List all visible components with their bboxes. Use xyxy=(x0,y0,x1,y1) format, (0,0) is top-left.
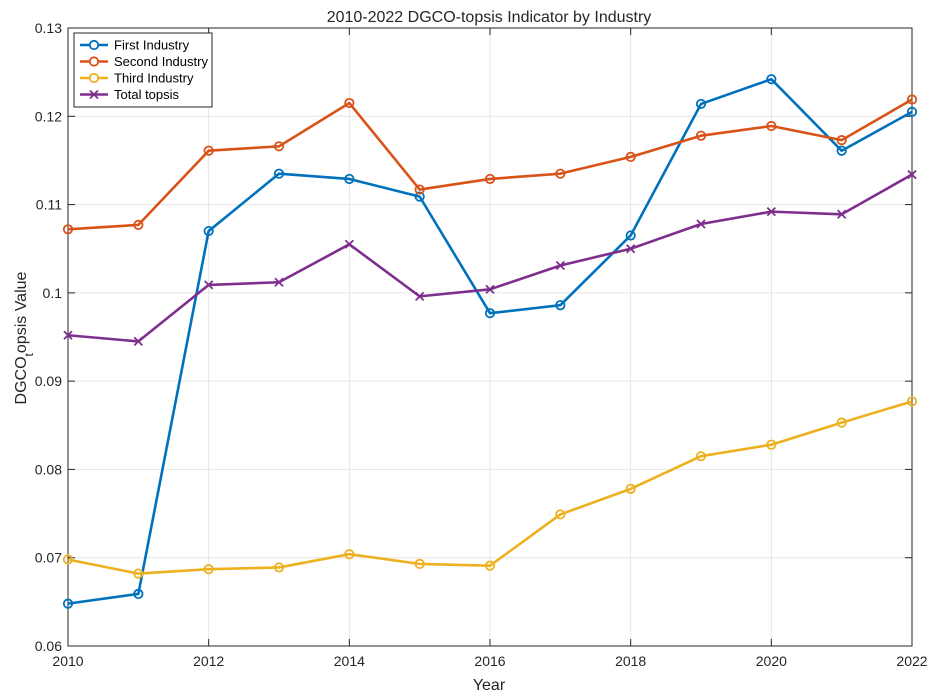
data-point xyxy=(204,280,214,290)
data-point xyxy=(344,239,354,249)
data-point xyxy=(555,260,565,271)
data-point xyxy=(695,98,707,110)
x-tick-label: 2018 xyxy=(615,653,646,669)
legend-item-first-industry: First Industry xyxy=(80,38,190,53)
data-point xyxy=(836,145,847,156)
x-axis-title: Year xyxy=(473,677,506,694)
data-point xyxy=(695,451,707,462)
axis-ticks: 2010 2012 2014 2016 2018 2020 2022 0.06 0.07 0.08… xyxy=(35,20,928,669)
series-line-second-industry xyxy=(67,98,913,231)
series-third-industry xyxy=(62,396,918,579)
data-point xyxy=(766,74,777,85)
data-point xyxy=(555,168,566,179)
y-axis-title-main: DGCO xyxy=(13,356,30,404)
data-point xyxy=(274,277,284,287)
data-point xyxy=(766,439,777,450)
data-point xyxy=(273,168,285,179)
data-point xyxy=(906,94,918,105)
x-tick-label: 2022 xyxy=(896,653,927,669)
data-point xyxy=(484,308,496,319)
data-point xyxy=(203,564,214,575)
data-point xyxy=(203,145,214,156)
data-point xyxy=(62,224,74,235)
data-point xyxy=(625,230,636,241)
data-point xyxy=(62,598,74,609)
data-point xyxy=(766,206,776,217)
y-tick-label: 0.09 xyxy=(35,373,62,389)
legend-marker xyxy=(88,39,100,51)
series-second-industry xyxy=(62,94,918,235)
data-point xyxy=(907,169,917,180)
legend-label: Third Industry xyxy=(114,71,194,86)
series-total-topsis xyxy=(63,169,917,347)
y-axis-title: DGCOtopsis Value xyxy=(13,271,36,404)
data-point xyxy=(414,558,425,569)
legend-marker xyxy=(88,72,100,84)
x-tick-label: 2012 xyxy=(193,653,224,669)
data-point xyxy=(133,336,143,347)
data-point xyxy=(63,330,73,340)
data-point xyxy=(133,568,144,579)
data-point xyxy=(344,173,355,185)
legend-item-total-topsis: Total topsis xyxy=(80,87,180,102)
data-point xyxy=(625,483,636,494)
data-point xyxy=(766,120,777,132)
data-point xyxy=(836,135,847,146)
data-point xyxy=(484,173,496,185)
legend-item-second-industry: Second Industry xyxy=(80,54,208,69)
x-tick-label: 2016 xyxy=(474,653,505,669)
data-point xyxy=(415,291,425,302)
data-point xyxy=(344,549,355,560)
chart-title: 2010-2022 DGCO-topsis Indicator by Indus… xyxy=(327,9,652,26)
data-point xyxy=(906,106,918,117)
grid xyxy=(67,27,913,647)
y-tick-label: 0.07 xyxy=(35,550,62,566)
y-tick-label: 0.11 xyxy=(36,197,62,213)
y-tick-label: 0.08 xyxy=(35,461,62,477)
data-point xyxy=(133,588,144,600)
data-point xyxy=(696,219,706,229)
data-point xyxy=(485,284,495,294)
data-point xyxy=(626,244,636,254)
data-point xyxy=(344,97,355,109)
y-tick-label: 0.12 xyxy=(35,108,62,124)
y-axis-title-rest: opsis Value xyxy=(13,271,30,353)
legend-marker xyxy=(88,56,100,67)
series-line-first-industry xyxy=(67,77,913,605)
data-point xyxy=(837,209,847,219)
data-point xyxy=(906,396,918,407)
data-point xyxy=(625,151,636,162)
data-point xyxy=(273,562,285,573)
series-first-industry xyxy=(62,74,918,609)
legend-item-third-industry: Third Industry xyxy=(80,71,194,86)
y-tick-label: 0.13 xyxy=(35,20,62,36)
legend-marker xyxy=(89,89,99,100)
data-point xyxy=(555,509,566,520)
legend-label: First Industry xyxy=(114,38,190,53)
data-point xyxy=(836,417,847,428)
data-point xyxy=(414,184,425,195)
data-point xyxy=(273,141,285,152)
x-tick-label: 2014 xyxy=(334,653,365,669)
data-point xyxy=(133,219,144,230)
x-tick-label: 2010 xyxy=(52,653,83,669)
data-point xyxy=(484,560,496,571)
data-point xyxy=(555,300,566,311)
legend-label: Total topsis xyxy=(114,87,180,102)
y-tick-label: 0.06 xyxy=(35,638,62,654)
x-tick-label: 2020 xyxy=(756,653,787,669)
y-axis-title-subscript: t xyxy=(22,352,36,356)
data-point xyxy=(62,554,74,565)
series-line-third-industry xyxy=(67,400,913,575)
data-point xyxy=(203,225,214,237)
series-group xyxy=(62,74,918,609)
legend-label: Second Industry xyxy=(114,54,208,69)
data-point xyxy=(414,191,425,202)
data-point xyxy=(695,130,707,141)
y-tick-label: 0.1 xyxy=(43,285,63,301)
